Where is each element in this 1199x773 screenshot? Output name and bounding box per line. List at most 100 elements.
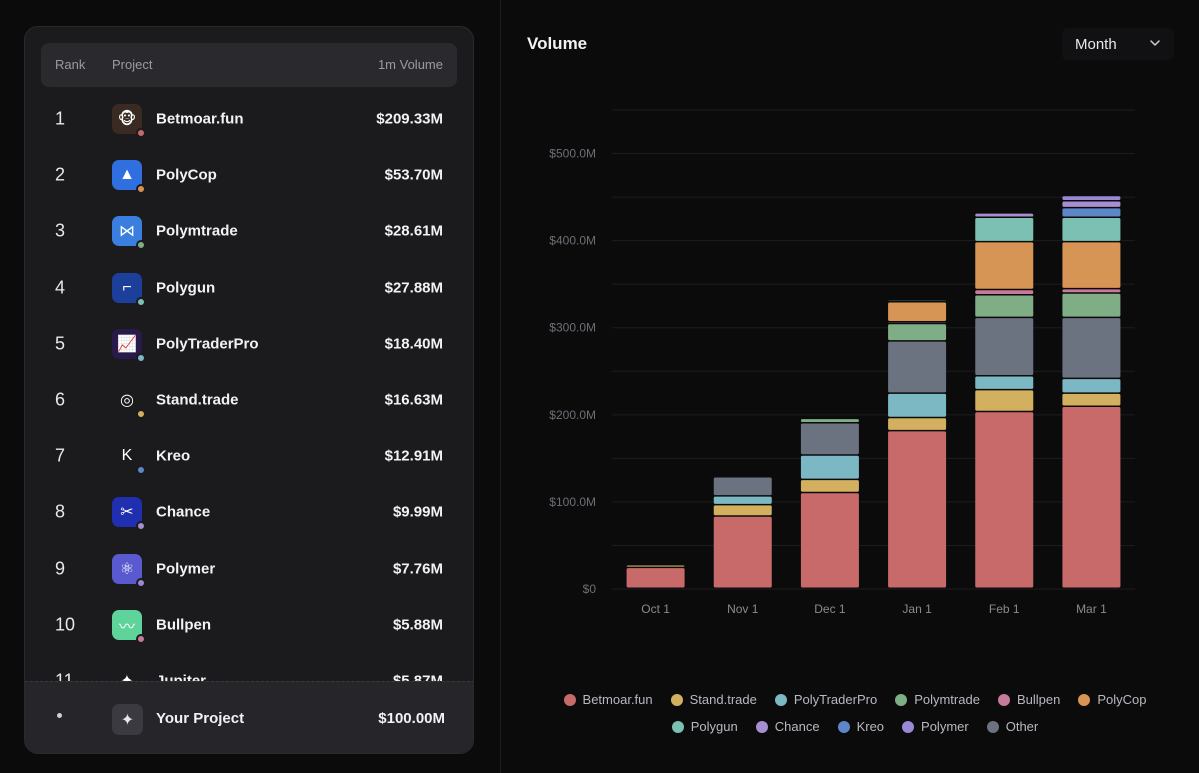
row-project-name: Stand.trade [156,391,239,409]
bar-segment-polymer [1062,196,1121,200]
project-column-header[interactable]: Project [112,57,153,72]
leaderboard-row[interactable]: 2 ▲ PolyCop $53.70M [41,147,457,203]
y-tick-label: $500.0M [549,147,596,161]
leaderboard-row[interactable]: 9 ⚛ Polymer $7.76M [41,541,457,597]
monkey-icon: 🐵 [112,104,146,139]
your-project-volume: $100.00M [378,710,445,727]
bar-segment-other [713,477,772,496]
bar-segment-other [1062,318,1121,378]
volume-column-header[interactable]: 1m Volume [377,57,443,72]
panel-divider [500,0,501,773]
legend-item[interactable]: Kreo [837,719,885,734]
bar-segment-polymtrade [1062,293,1121,317]
logo-glyph: ◎ [120,392,134,410]
status-dot [136,296,146,307]
legend-swatch [755,720,768,733]
atom-icon: ⚛ [112,553,146,588]
x-tick-label: Jan 1 [902,602,932,616]
leaderboard-row[interactable]: 8 ✂ Chance $9.99M [41,484,457,540]
your-project-name: Your Project [156,710,245,727]
legend-item[interactable]: PolyTraderPro [774,692,877,707]
legend-item[interactable]: PolyCop [1078,692,1146,707]
status-dot [136,240,146,251]
row-project-name: Polygun [156,279,216,297]
chart-title: Volume [527,34,588,53]
bar-segment-polytraderpro [800,455,859,479]
row-project-name: Polymer [156,560,216,578]
row-volume: $9.99M [392,503,443,521]
bullet-icon [57,713,62,718]
period-select-value: Month [1075,36,1117,53]
status-dot [136,633,146,644]
logo-glyph: 🐵 [117,111,137,129]
target-icon: ◎ [112,385,146,420]
row-rank: 9 [55,558,66,579]
legend-swatch [1078,693,1091,706]
legend-label: Kreo [856,719,885,734]
legend-item[interactable]: Betmoar.fun [563,692,653,707]
bar-segment-polymtrade [888,324,947,341]
row-volume: $27.88M [384,279,443,297]
bar-segment-bullpen [975,290,1034,295]
your-project-row[interactable]: ✦ Your Project $100.00M [25,681,473,753]
period-select[interactable]: Month [1062,28,1174,60]
row-rank: 5 [55,333,66,354]
legend-label: Chance [774,719,820,734]
row-volume: $5.87M [392,672,443,681]
legend-label: Polygun [690,719,738,734]
x-tick-label: Dec 1 [814,602,846,616]
legend-item[interactable]: Polymtrade [895,692,980,707]
x-tick-label: Feb 1 [989,602,1020,616]
bar-segment-betmoar-fun [1062,406,1121,588]
bar-segment-betmoar-fun [888,431,947,588]
legend-item[interactable]: Stand.trade [670,692,757,707]
legend-swatch [986,720,999,733]
leaderboard-row[interactable]: 11 ✦ Jupiter $5.87M [41,653,457,681]
logo-glyph: ⋈ [119,223,135,241]
legend-label: Other [1005,719,1039,734]
row-volume: $209.33M [376,110,443,128]
bar-segment-betmoar-fun [975,412,1034,588]
bar-segment-other [888,341,947,393]
row-project-name: Betmoar.fun [156,110,244,128]
legend-item[interactable]: Bullpen [997,692,1061,707]
bar-segment-polytraderpro [888,393,947,417]
legend-label: PolyCop [1097,692,1147,707]
row-project-name: PolyTraderPro [156,335,259,353]
leaderboard-row[interactable]: 6 ◎ Stand.trade $16.63M [41,372,457,428]
bar-segment-chance [1062,201,1121,207]
status-dot [136,465,146,476]
leaderboard-row[interactable]: 4 ⌐ Polygun $27.88M [41,260,457,316]
leaderboard-rows[interactable]: 1 🐵 Betmoar.fun $209.33M 2 ▲ PolyCop $53.70M 3 ⋈ P… [41,91,457,681]
bar-segment-other [800,423,859,455]
logo-glyph: ⚛ [119,560,135,578]
y-tick-label: $100.0M [549,495,596,509]
legend-swatch [837,720,850,733]
legend-swatch [671,720,684,733]
legend-item[interactable]: Polygun [671,719,738,734]
row-project-name: Jupiter [156,672,207,681]
leaderboard-row[interactable]: 3 ⋈ Polymtrade $28.61M [41,203,457,259]
status-dot [136,521,146,532]
x-tick-label: Oct 1 [641,602,670,616]
legend-item[interactable]: Chance [755,719,820,734]
leaderboard-row[interactable]: 1 🐵 Betmoar.fun $209.33M [41,91,457,147]
status-dot [136,184,146,195]
legend-label: Bullpen [1016,692,1061,707]
rank-column-header[interactable]: Rank [55,57,86,72]
leaderboard-row[interactable]: 5 📈 PolyTraderPro $18.40M [41,316,457,372]
legend-item[interactable]: Polymer [902,719,969,734]
row-rank: 7 [55,445,66,466]
volume-stacked-bar-chart: $0 $100.0M $200.0M $300.0M $400.0M $500.0M Oct… [549,109,1135,616]
leaderboard-row[interactable]: 7 K Kreo $12.91M [41,428,457,484]
legend-item[interactable]: Other [986,719,1039,734]
row-rank: 3 [55,220,66,241]
legend-swatch [670,693,683,706]
polymtrade-logo-icon: ⋈ [112,216,146,251]
leaderboard-row[interactable]: 10 〰 Bullpen $5.88M [41,597,457,653]
legend-swatch [563,693,576,706]
legend-label: Polymer [921,719,969,734]
x-tick-label: Nov 1 [727,602,759,616]
bar-segment-stand-trade [975,390,1034,411]
